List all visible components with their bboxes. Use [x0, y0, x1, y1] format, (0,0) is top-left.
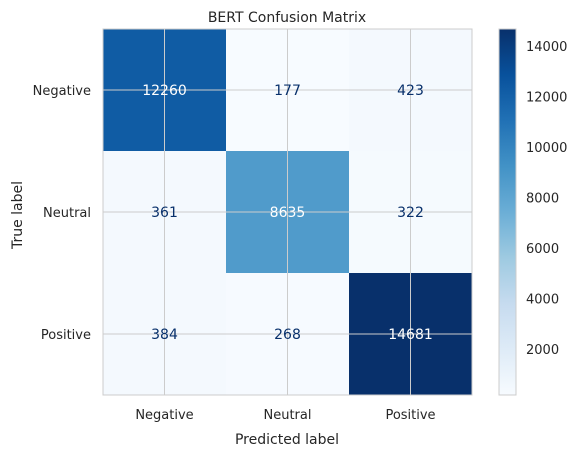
colorbar-tick-label: 8000: [526, 192, 559, 207]
cell-value-label: 12260: [142, 83, 187, 99]
cell-value-label: 177: [274, 83, 301, 99]
cell-value-label: 14681: [388, 327, 433, 343]
colorbar-tick-label: 2000: [526, 343, 559, 358]
colorbar-tick-labels: 2000 4000 6000 8000 10000 12000 14000: [526, 40, 567, 358]
colorbar-tick-label: 10000: [526, 141, 567, 156]
cell-value-label: 268: [274, 327, 301, 343]
colorbar-tick-label: 6000: [526, 242, 559, 257]
colorbar: [499, 29, 516, 395]
cell-value-label: 384: [151, 327, 178, 343]
cell-value-label: 8635: [270, 205, 306, 221]
colorbar-tick-label: 4000: [526, 293, 559, 308]
y-tick-labels: Negative Neutral Positive: [33, 84, 91, 343]
y-tick-label: Negative: [33, 84, 91, 99]
colorbar-tick-label: 14000: [526, 40, 567, 55]
chart-title: BERT Confusion Matrix: [208, 10, 366, 26]
x-tick-labels: Negative Neutral Positive: [135, 408, 435, 423]
x-tick-label: Positive: [385, 408, 435, 423]
cell-value-label: 361: [151, 205, 178, 221]
colorbar-tick-label: 12000: [526, 91, 567, 106]
y-tick-label: Positive: [41, 328, 91, 343]
y-tick-label: Neutral: [43, 206, 91, 221]
x-tick-label: Negative: [135, 408, 193, 423]
cell-value-label: 423: [397, 83, 424, 99]
cell-value-label: 322: [397, 205, 424, 221]
x-tick-label: Neutral: [264, 408, 312, 423]
y-axis-label: True label: [10, 181, 26, 250]
x-axis-label: Predicted label: [235, 432, 339, 448]
